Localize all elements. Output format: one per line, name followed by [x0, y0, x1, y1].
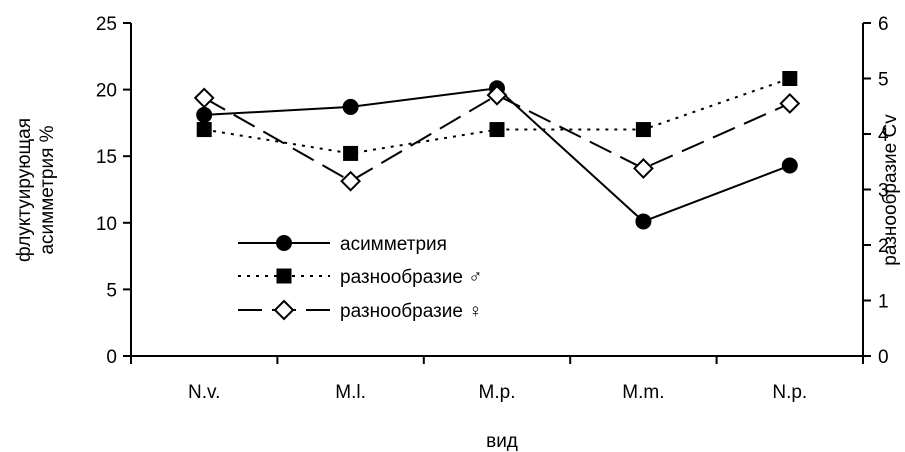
y-axis-right-title: разнообразие Cv	[880, 114, 901, 266]
y-left-tick-label: 0	[106, 347, 117, 368]
x-axis-title: вид	[486, 431, 518, 452]
legend: асимметрия разнообразие ♂ разнообразие ♀	[238, 234, 482, 322]
series-layer	[195, 71, 799, 229]
data-point-asymmetry	[636, 214, 651, 229]
data-point-diversity-female	[634, 159, 652, 177]
y-left-tick-label: 15	[96, 147, 117, 168]
data-point-asymmetry	[782, 158, 797, 173]
x-tick-label: M.l.	[335, 382, 366, 403]
data-point-diversity-female	[342, 172, 360, 190]
y-axis-left-title-line2: асимметрия %	[37, 125, 58, 254]
legend-label-diversity-male: разнообразие ♂	[340, 267, 482, 288]
y-right-tick-label: 1	[878, 292, 889, 313]
legend-label-asymmetry: асимметрия	[340, 234, 447, 255]
data-point-diversity-male	[197, 122, 212, 137]
data-point-diversity-male	[343, 146, 358, 161]
y-left-tick-label: 25	[96, 14, 117, 35]
data-point-diversity-female	[781, 94, 799, 112]
y-right-tick-label: 5	[878, 70, 889, 91]
data-point-diversity-male	[636, 122, 651, 137]
y-left-tick-label: 10	[96, 214, 117, 235]
y-right-tick-label: 6	[878, 14, 889, 35]
x-tick-label: N.p.	[772, 382, 807, 403]
y-left-tick-label: 5	[106, 280, 117, 301]
legend-marker-asymmetry	[277, 236, 292, 251]
x-tick-label: M.p.	[479, 382, 516, 403]
legend-marker-diversity-male	[277, 269, 292, 284]
series-line-diversity-female	[204, 95, 790, 181]
legend-label-diversity-female: разнообразие ♀	[340, 301, 482, 322]
legend-marker-diversity-female	[275, 301, 293, 319]
y-axis-left-title-line1: флуктуирующая	[14, 118, 35, 262]
data-point-asymmetry	[197, 107, 212, 122]
x-tick-label: M.m.	[622, 382, 664, 403]
data-point-asymmetry	[343, 99, 358, 114]
data-point-diversity-female	[195, 89, 213, 107]
data-point-diversity-male	[490, 122, 505, 137]
data-point-diversity-male	[782, 71, 797, 86]
y-left-tick-label: 20	[96, 81, 117, 102]
y-right-tick-label: 0	[878, 347, 889, 368]
x-tick-label: N.v.	[188, 382, 220, 403]
